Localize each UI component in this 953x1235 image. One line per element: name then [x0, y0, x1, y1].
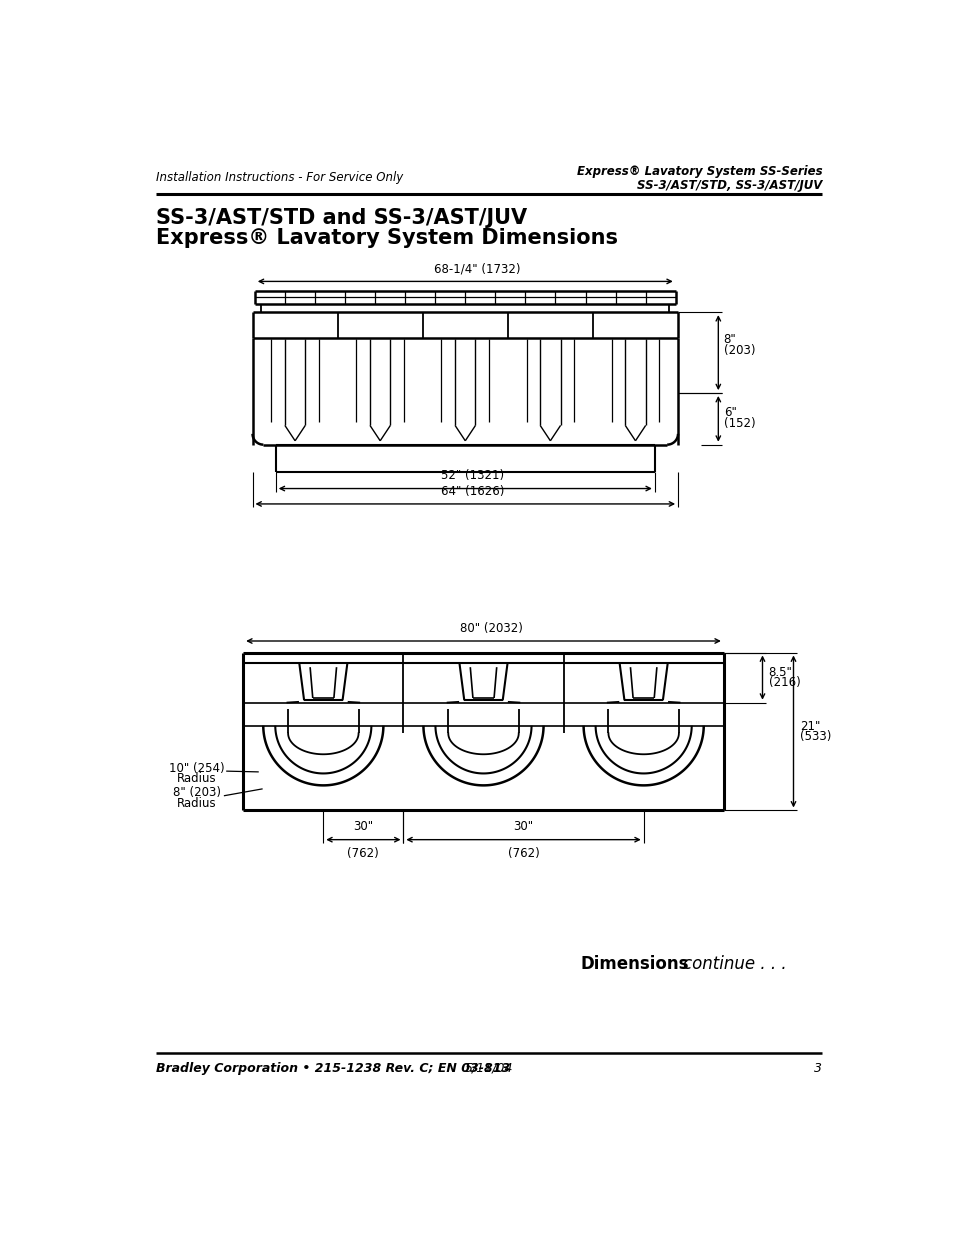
Text: 68-1/4" (1732): 68-1/4" (1732) — [434, 262, 519, 275]
Text: 8": 8" — [723, 332, 736, 346]
Text: Radius: Radius — [176, 772, 216, 785]
Text: 3: 3 — [813, 1062, 821, 1074]
Text: 64" (1626): 64" (1626) — [441, 485, 504, 498]
Text: Express® Lavatory System Dimensions: Express® Lavatory System Dimensions — [155, 227, 617, 247]
Text: 21": 21" — [799, 720, 820, 732]
Text: 10" (254): 10" (254) — [169, 762, 224, 774]
Text: Installation Instructions - For Service Only: Installation Instructions - For Service … — [155, 170, 402, 184]
Text: 52" (1321): 52" (1321) — [441, 469, 504, 483]
Text: 30": 30" — [353, 820, 373, 834]
Text: 5/11/04: 5/11/04 — [464, 1062, 513, 1074]
Text: (762): (762) — [347, 846, 379, 860]
Text: (216): (216) — [768, 677, 800, 689]
Text: 80" (2032): 80" (2032) — [459, 622, 522, 635]
Text: SS-3/AST/STD, SS-3/AST/JUV: SS-3/AST/STD, SS-3/AST/JUV — [637, 179, 821, 191]
Text: continue . . .: continue . . . — [682, 956, 785, 973]
Text: (762): (762) — [507, 846, 538, 860]
Text: (533): (533) — [799, 730, 830, 743]
Text: Express® Lavatory System SS-Series: Express® Lavatory System SS-Series — [576, 164, 821, 178]
Text: Radius: Radius — [176, 797, 216, 810]
Text: 6": 6" — [723, 406, 736, 419]
Text: 30": 30" — [513, 820, 533, 834]
Text: 8.5": 8.5" — [768, 666, 792, 679]
Text: Dimensions: Dimensions — [579, 956, 688, 973]
Text: Bradley Corporation • 215-1238 Rev. C; EN 03-813: Bradley Corporation • 215-1238 Rev. C; E… — [155, 1062, 510, 1074]
Text: (152): (152) — [723, 417, 755, 430]
Text: (203): (203) — [723, 345, 755, 357]
Text: SS-3/AST/STD and SS-3/AST/JUV: SS-3/AST/STD and SS-3/AST/JUV — [155, 207, 526, 227]
Text: 8" (203): 8" (203) — [172, 787, 220, 799]
